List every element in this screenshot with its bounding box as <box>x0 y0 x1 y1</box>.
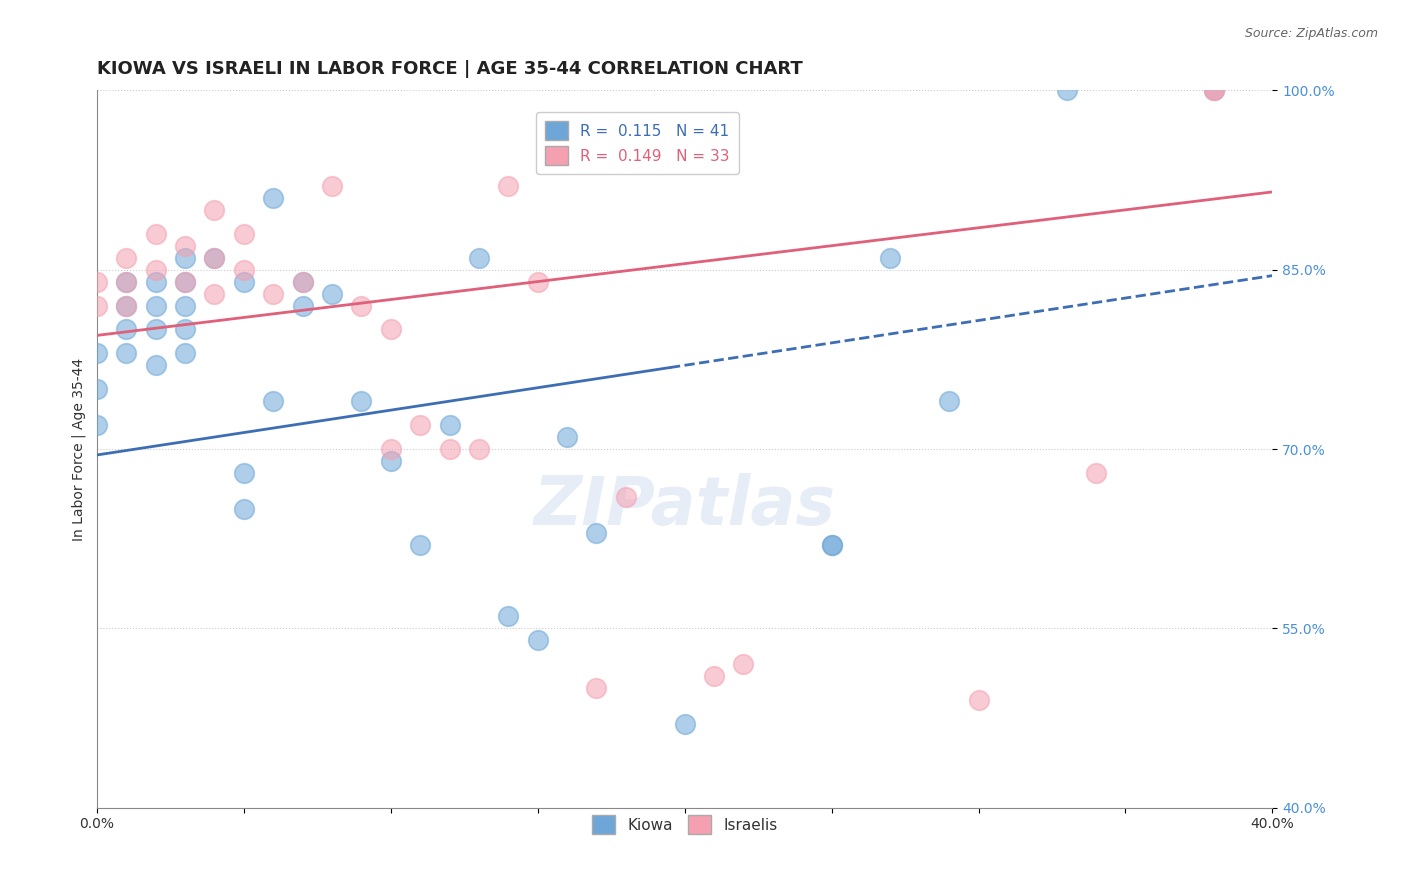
Point <box>232 501 254 516</box>
Point <box>115 346 138 360</box>
Point <box>967 693 990 707</box>
Point <box>879 251 901 265</box>
Point <box>938 394 960 409</box>
Point <box>232 227 254 241</box>
Point <box>820 538 842 552</box>
Point <box>202 251 225 265</box>
Point <box>291 275 314 289</box>
Text: ZIPatlas: ZIPatlas <box>534 474 835 540</box>
Point <box>733 657 755 672</box>
Point <box>498 609 520 624</box>
Point <box>232 262 254 277</box>
Point <box>115 299 138 313</box>
Point <box>409 538 432 552</box>
Point <box>115 275 138 289</box>
Point <box>232 466 254 480</box>
Point <box>703 669 725 683</box>
Point <box>409 418 432 433</box>
Point <box>673 717 696 731</box>
Point <box>380 442 402 456</box>
Point <box>145 299 167 313</box>
Point <box>1202 83 1225 97</box>
Point <box>350 394 373 409</box>
Point <box>820 538 842 552</box>
Point <box>145 275 167 289</box>
Point <box>585 525 607 540</box>
Point <box>174 251 197 265</box>
Point <box>86 275 108 289</box>
Point <box>145 227 167 241</box>
Point <box>350 299 373 313</box>
Point <box>380 322 402 336</box>
Point <box>526 275 548 289</box>
Point <box>232 275 254 289</box>
Point <box>174 299 197 313</box>
Point <box>115 251 138 265</box>
Point <box>86 418 108 433</box>
Point <box>86 346 108 360</box>
Point <box>202 286 225 301</box>
Point <box>174 322 197 336</box>
Point <box>1056 83 1078 97</box>
Point <box>1202 83 1225 97</box>
Point <box>321 178 343 193</box>
Point <box>585 681 607 695</box>
Text: Source: ZipAtlas.com: Source: ZipAtlas.com <box>1244 27 1378 40</box>
Point <box>1202 83 1225 97</box>
Point <box>262 191 284 205</box>
Point <box>202 251 225 265</box>
Point <box>115 299 138 313</box>
Point <box>86 299 108 313</box>
Point <box>174 238 197 252</box>
Point <box>321 286 343 301</box>
Point <box>115 322 138 336</box>
Point <box>468 251 491 265</box>
Point <box>555 430 578 444</box>
Point <box>498 178 520 193</box>
Point <box>439 442 461 456</box>
Point <box>86 382 108 396</box>
Point <box>145 359 167 373</box>
Point <box>115 275 138 289</box>
Point <box>380 454 402 468</box>
Point <box>202 202 225 217</box>
Point <box>468 442 491 456</box>
Point <box>1085 466 1108 480</box>
Point <box>174 275 197 289</box>
Y-axis label: In Labor Force | Age 35-44: In Labor Force | Age 35-44 <box>72 358 86 541</box>
Point <box>145 322 167 336</box>
Point <box>526 633 548 648</box>
Point <box>291 299 314 313</box>
Point <box>145 262 167 277</box>
Point <box>174 346 197 360</box>
Point <box>262 394 284 409</box>
Legend: Kiowa, Israelis: Kiowa, Israelis <box>583 806 786 843</box>
Text: KIOWA VS ISRAELI IN LABOR FORCE | AGE 35-44 CORRELATION CHART: KIOWA VS ISRAELI IN LABOR FORCE | AGE 35… <box>97 60 803 78</box>
Point <box>614 490 637 504</box>
Point <box>262 286 284 301</box>
Point <box>174 275 197 289</box>
Point <box>439 418 461 433</box>
Point <box>291 275 314 289</box>
